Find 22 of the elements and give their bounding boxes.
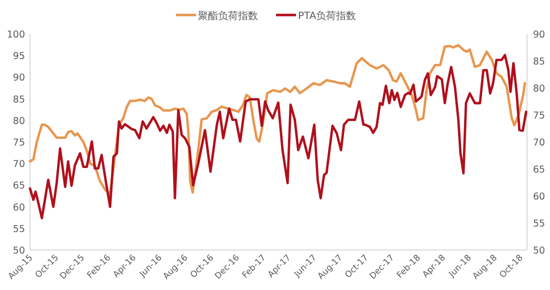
y2-tick-label: 65 [533, 164, 546, 176]
y2-tick-label: 50 [533, 246, 546, 256]
y2-tick-label: 90 [533, 30, 546, 40]
y-tick-label: 50 [12, 246, 25, 256]
y2-tick-label: 85 [533, 56, 546, 68]
y-tick-label: 85 [12, 94, 25, 106]
y2-tick-label: 75 [533, 110, 546, 122]
legend-label: 聚酯负荷指数 [198, 10, 258, 22]
y2-tick-label: 55 [533, 218, 546, 230]
y-tick-label: 80 [12, 116, 25, 127]
legend-label: PTA负荷指数 [298, 10, 356, 22]
y-tick-label: 60 [12, 202, 25, 214]
y-tick-label: 100 [6, 30, 25, 40]
y-tick-label: 70 [12, 159, 25, 170]
y-tick-label: 65 [12, 180, 25, 192]
y2-tick-label: 60 [533, 192, 546, 202]
y2-tick-label: 80 [533, 84, 546, 94]
y-tick-label: 95 [12, 51, 25, 62]
y-tick-label: 55 [12, 224, 25, 235]
y-tick-label: 75 [12, 138, 25, 148]
y-tick-label: 90 [12, 72, 25, 84]
y2-tick-label: 70 [533, 138, 546, 148]
